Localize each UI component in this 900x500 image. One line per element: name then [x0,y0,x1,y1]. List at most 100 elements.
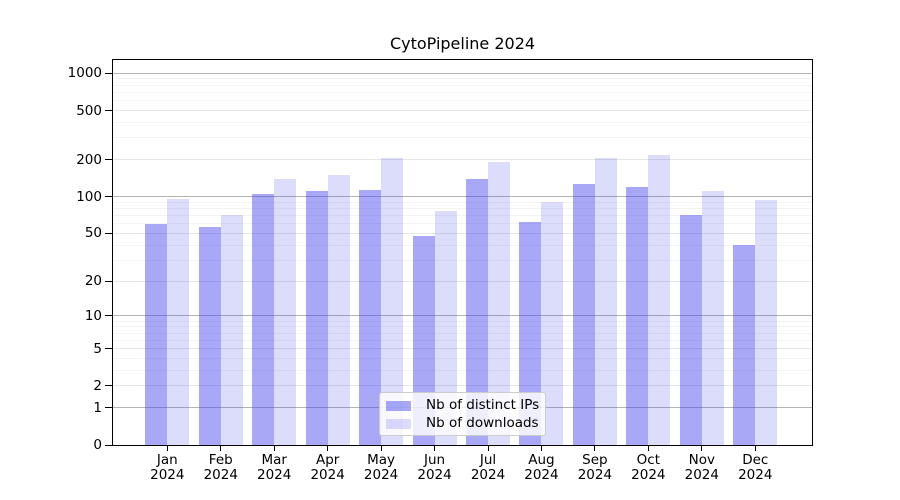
bar-nb-of-downloads-oct [648,154,671,445]
bar-nb-of-downloads-sep [594,158,617,445]
y-tick-label-2: 2 [93,377,102,394]
y-gridline-20 [113,280,812,282]
x-tick-mark-mar [273,446,275,451]
y-gridline-1000 [113,72,812,74]
y-gridline-500 [113,110,812,111]
y-gridline-minor-8 [113,326,812,328]
bar-nb-of-distinct-ips-may [359,190,382,445]
y-gridline-minor-90 [113,201,812,203]
y-tick-mark-5 [105,348,112,350]
bar-nb-of-downloads-apr [327,175,350,445]
y-tick-label-20: 20 [84,273,102,290]
y-gridline-200 [113,159,812,161]
y-tick-label-0: 0 [93,437,102,453]
y-gridline-minor-900 [113,78,812,80]
bar-nb-of-downloads-jul [488,161,510,445]
bar-nb-of-distinct-ips-apr [305,190,328,445]
y-gridline-minor-600 [113,100,812,102]
y-gridline-50 [113,232,812,234]
bar-nb-of-downloads-nov [701,190,724,445]
x-tick-label-dec: Dec 2024 [738,452,773,483]
y-gridline-minor-3 [113,369,812,371]
legend-item-distinct-ips: Nb of distinct IPs [386,397,545,414]
x-tick-label-oct: Oct 2024 [631,452,666,483]
bar-nb-of-downloads-mar [274,179,297,445]
x-tick-label-feb: Feb 2024 [203,452,238,483]
chart-title: CytoPipeline 2024 [389,34,536,53]
plot-area [113,60,812,445]
bar-nb-of-distinct-ips-nov [679,214,702,445]
x-tick-label-mar: Mar 2024 [257,452,292,483]
bar-nb-of-downloads-dec [755,199,778,445]
x-tick-label-sep: Sep 2024 [577,452,613,483]
x-tick-mark-jun [434,446,436,451]
bar-nb-of-distinct-ips-jan [145,223,168,445]
bar-nb-of-downloads-jan [167,199,190,445]
bar-nb-of-distinct-ips-mar [252,194,275,445]
legend-swatch-distinct-ips [386,400,411,411]
y-tick-mark-20 [105,280,112,282]
bar-nb-of-distinct-ips-oct [626,187,649,445]
y-tick-label-1: 1 [93,399,102,416]
x-tick-mark-apr [327,446,329,451]
bar-nb-of-distinct-ips-feb [198,227,221,445]
y-tick-mark-10 [105,315,112,317]
x-tick-label-jun: Jun 2024 [417,452,452,483]
x-tick-mark-dec [754,446,756,451]
y-gridline-minor-400 [113,121,812,123]
y-gridline-minor-300 [113,137,812,139]
x-tick-mark-oct [647,446,649,451]
legend-label-downloads: Nb of downloads [426,415,539,431]
legend-label-distinct-ips: Nb of distinct IPs [426,397,540,413]
y-tick-label-200: 200 [76,151,102,168]
x-tick-label-apr: Apr 2024 [310,452,345,483]
legend-swatch-downloads [386,418,411,429]
y-tick-mark-200 [105,159,112,161]
legend-item-downloads: Nb of downloads [386,415,545,432]
y-tick-label-10: 10 [84,307,102,324]
y-tick-label-100: 100 [76,188,102,205]
y-gridline-minor-9 [113,320,812,322]
bar-nb-of-distinct-ips-aug [519,222,542,445]
y-tick-label-1000: 1000 [67,65,102,82]
y-tick-label-50: 50 [84,225,102,242]
x-tick-label-may: May 2024 [363,452,399,483]
legend: Nb of distinct IPs Nb of downloads [379,392,546,436]
x-tick-mark-jan [166,446,168,451]
y-gridline-5 [113,348,812,350]
bar-nb-of-downloads-aug [541,202,564,445]
x-tick-label-jan: Jan 2024 [150,452,185,483]
y-tick-mark-0 [105,444,112,446]
y-tick-mark-1000 [105,72,112,74]
x-tick-label-nov: Nov 2024 [684,452,719,483]
y-tick-mark-2 [105,385,112,387]
x-tick-mark-sep [594,446,596,451]
bar-nb-of-distinct-ips-dec [733,245,756,445]
x-tick-mark-feb [220,446,222,451]
y-gridline-minor-60 [113,223,812,225]
y-gridline-minor-700 [113,91,812,93]
y-gridline-minor-80 [113,208,812,210]
bar-nb-of-downloads-may [381,158,404,445]
x-tick-mark-aug [540,446,542,451]
x-tick-label-aug: Aug 2024 [524,452,559,483]
y-tick-label-500: 500 [76,102,102,119]
y-tick-label-5: 5 [93,340,102,357]
y-gridline-minor-800 [113,84,812,86]
y-gridline-minor-4 [113,357,812,359]
x-tick-mark-jul [487,446,489,451]
y-gridline-minor-40 [113,244,812,246]
bar-nb-of-downloads-jun [434,211,457,445]
y-gridline-minor-7 [113,332,812,334]
y-gridline-minor-70 [113,215,812,217]
bar-nb-of-distinct-ips-jul [466,179,488,445]
y-tick-mark-100 [105,196,112,198]
y-gridline-10 [113,315,812,317]
x-tick-mark-nov [701,446,703,451]
y-tick-mark-1 [105,407,112,409]
y-gridline-2 [113,385,812,387]
y-gridline-minor-6 [113,339,812,341]
x-tick-label-jul: Jul 2024 [470,452,506,483]
bar-nb-of-downloads-feb [220,214,243,445]
